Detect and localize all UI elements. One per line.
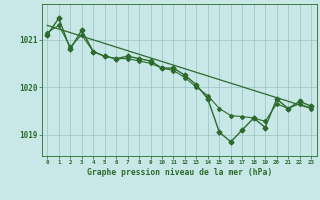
X-axis label: Graphe pression niveau de la mer (hPa): Graphe pression niveau de la mer (hPa)	[87, 168, 272, 177]
